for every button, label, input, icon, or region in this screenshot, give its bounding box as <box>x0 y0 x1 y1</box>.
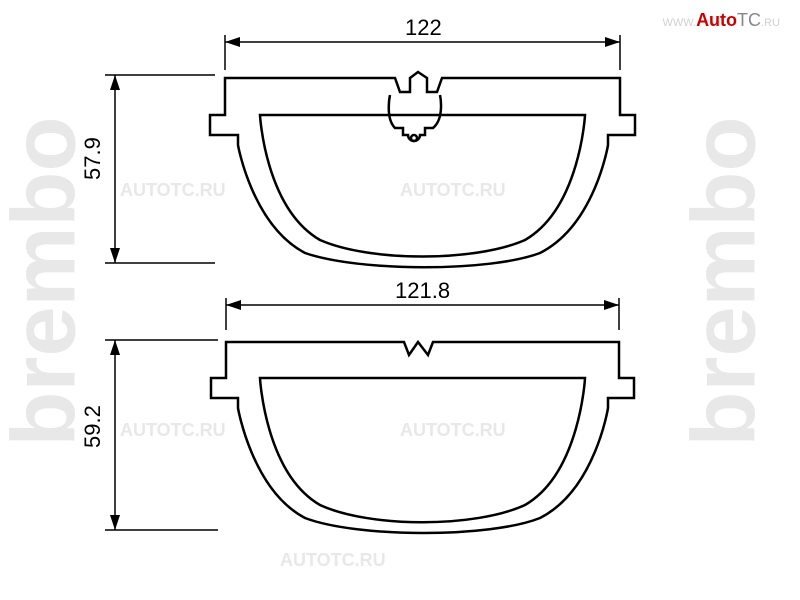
dim-upper-width: 122 <box>225 15 620 70</box>
upper-width-label: 122 <box>405 15 442 40</box>
upper-height-label: 57.9 <box>80 137 105 180</box>
lower-brake-pad <box>211 342 634 533</box>
technical-drawing: 122 57.9 121.8 59.2 <box>0 0 800 600</box>
dim-upper-height: 57.9 <box>80 75 215 263</box>
lower-height-label: 59.2 <box>80 405 105 448</box>
upper-brake-pad <box>210 72 635 267</box>
dim-lower-height: 59.2 <box>80 340 218 530</box>
lower-width-label: 121.8 <box>395 278 450 303</box>
dim-lower-width: 121.8 <box>226 278 619 330</box>
